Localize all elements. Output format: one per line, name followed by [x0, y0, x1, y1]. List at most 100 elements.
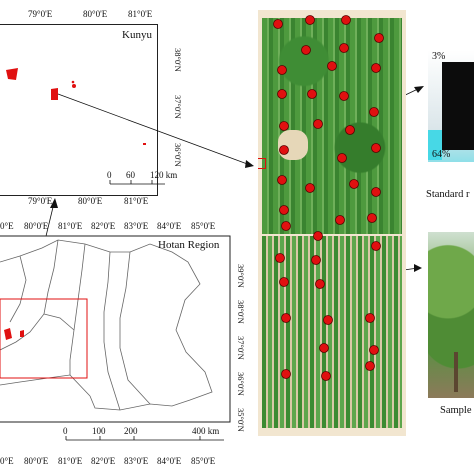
- sample-point-37: [319, 343, 329, 353]
- sample-point-31: [371, 241, 381, 251]
- sample-point-2: [305, 15, 315, 25]
- sample-point-20: [277, 175, 287, 185]
- field-vegetation-lower: [262, 236, 402, 428]
- hotan-red-region-1: [4, 328, 12, 340]
- hotan-lat-label-5: 35°0'N: [236, 408, 246, 432]
- hotan-scale-0: 0: [63, 426, 68, 436]
- sample-point-38: [369, 345, 379, 355]
- kunyu-lat-label-1: 38°0'N: [173, 48, 183, 72]
- standard-caption: Standard r: [426, 189, 470, 200]
- sample-point-33: [315, 279, 325, 289]
- hotan-top-lon-2: 80°0'E: [24, 221, 49, 231]
- hotan-bottom-lon-5: 83°0'E: [124, 456, 149, 466]
- hotan-bottom-lon-2: 80°0'E: [24, 456, 49, 466]
- hotan-lat-label-4: 36°0'N: [236, 372, 246, 396]
- kunyu-bottom-lon-1: 79°0'E: [28, 196, 53, 206]
- kunyu-lon-label-1: 79°0'E: [28, 9, 53, 19]
- sample-point-34: [281, 313, 291, 323]
- hotan-top-lon-7: 85°0'E: [191, 221, 216, 231]
- hotan-bottom-lon-1: 0°E: [0, 456, 14, 466]
- sample-points-layer: [273, 15, 384, 381]
- kunyu-arrow-head: [245, 160, 254, 168]
- standard-dark-panel: [442, 62, 474, 150]
- sample-point-27: [281, 221, 291, 231]
- hotan-map-frame: [0, 235, 231, 423]
- hotan-bottom-lon-6: 84°0'E: [157, 456, 182, 466]
- hotan-boundaries: [0, 239, 213, 411]
- sample-point-28: [313, 231, 323, 241]
- hotan-arrow-head: [50, 198, 58, 208]
- sample-point-6: [339, 43, 349, 53]
- kunyu-red-region-2: [51, 88, 58, 100]
- kunyu-bottom-lon-2: 80°0'E: [78, 196, 103, 206]
- sample-point-15: [313, 119, 323, 129]
- sample-caption: Sample: [440, 405, 472, 416]
- sample-point-14: [279, 121, 289, 131]
- sample-point-3: [341, 15, 351, 25]
- kunyu-red-dot-2: [71, 80, 75, 84]
- hotan-top-lon-5: 83°0'E: [124, 221, 149, 231]
- sample-point-4: [374, 33, 384, 43]
- sample-point-26: [367, 213, 377, 223]
- kunyu-lon-label-2: 80°0'E: [83, 9, 108, 19]
- sample-point-22: [349, 179, 359, 189]
- kunyu-scale-0: 0: [107, 170, 112, 180]
- hotan-top-lon-4: 82°0'E: [91, 221, 116, 231]
- sample-point-32: [279, 277, 289, 287]
- hotan-scale-200: 200: [124, 426, 138, 436]
- hotan-map-title: Hotan Region: [158, 239, 220, 251]
- sample-point-41: [365, 361, 375, 371]
- tree-trunk: [454, 352, 458, 392]
- hotan-scale-400: 400 km: [192, 426, 220, 436]
- kunyu-red-region-1: [6, 68, 18, 80]
- sample-point-7: [277, 65, 287, 75]
- hotan-lat-label-1: 39°0'N: [236, 264, 246, 288]
- sample-point-25: [335, 215, 345, 225]
- kunyu-map-title: Kunyu: [122, 29, 152, 41]
- standard-cyan-edge: [428, 130, 442, 160]
- hotan-top-lon-1: 0°E: [0, 221, 14, 231]
- sample-point-16: [345, 125, 355, 135]
- hotan-scale-bar: [65, 436, 224, 441]
- kunyu-lon-label-3: 81°0'E: [128, 9, 153, 19]
- sample-point-19: [337, 153, 347, 163]
- kunyu-red-dot: [72, 84, 76, 88]
- field-bare-patch: [278, 130, 308, 160]
- sample-point-29: [275, 253, 285, 263]
- kunyu-scale-bar: [109, 180, 165, 185]
- hotan-scale-100: 100: [92, 426, 106, 436]
- sample-point-13: [369, 107, 379, 117]
- sample-point-30: [311, 255, 321, 265]
- kunyu-lat-label-3: 36°0'N: [173, 143, 183, 167]
- sample-point-40: [321, 371, 331, 381]
- hotan-bottom-lon-7: 85°0'E: [191, 456, 216, 466]
- kunyu-scale-60: 60: [126, 170, 135, 180]
- sample-tree-photo: [428, 232, 474, 398]
- kunyu-lat-label-2: 37°0'N: [173, 95, 183, 119]
- sample-point-5: [301, 45, 311, 55]
- sample-point-36: [365, 313, 375, 323]
- sample-point-24: [279, 205, 289, 215]
- hotan-top-lon-6: 84°0'E: [157, 221, 182, 231]
- sample-point-12: [339, 91, 349, 101]
- field-location-box: [258, 158, 266, 169]
- sample-point-9: [371, 63, 381, 73]
- sample-point-17: [371, 143, 381, 153]
- hotan-lat-label-3: 37°0'N: [236, 336, 246, 360]
- hotan-red-region-2: [20, 330, 24, 337]
- sample-point-39: [281, 369, 291, 379]
- kunyu-bottom-lon-3: 81°0'E: [124, 196, 149, 206]
- kunyu-scale-120: 120 km: [150, 170, 178, 180]
- hotan-bottom-lon-4: 82°0'E: [91, 456, 116, 466]
- kunyu-map-frame: [0, 24, 158, 196]
- standard-label-top: 3%: [432, 51, 446, 62]
- standard-label-bottom: 64%: [432, 149, 451, 160]
- sample-point-18: [279, 145, 289, 155]
- hotan-top-lon-3: 81°0'E: [58, 221, 83, 231]
- sample-point-1: [273, 19, 283, 29]
- standard-reference-image: 3% 64%: [428, 50, 474, 162]
- kunyu-small-mark: [143, 143, 146, 145]
- orchard-field-image: [258, 10, 406, 436]
- sample-arrow-head: [414, 264, 422, 272]
